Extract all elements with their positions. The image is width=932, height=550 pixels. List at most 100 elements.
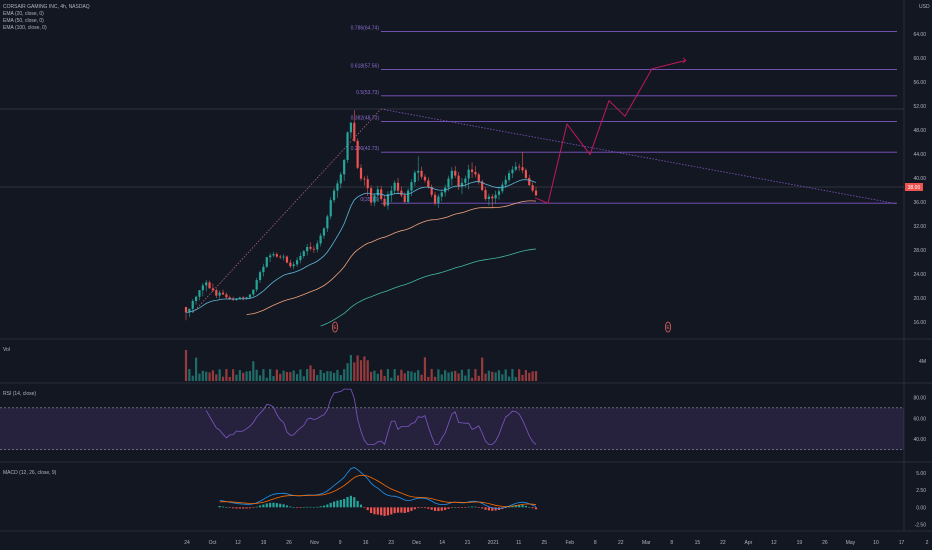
time-tick-label: Nov [310,540,319,546]
candle-body [255,280,258,290]
macd-histogram-bar [531,507,534,509]
macd-histogram-bar [336,500,339,508]
volume-bar [464,375,467,381]
volume-bar [403,373,406,381]
macd-histogram-bar [514,505,517,508]
volume-bar [292,370,295,381]
volume-bar [447,372,450,381]
macd-histogram-bar [248,507,252,509]
volume-bar [369,371,373,381]
time-tick-label: 25 [541,540,547,546]
macd-histogram-bar [450,507,453,508]
candle-body [346,132,349,160]
time-tick-label: 19 [261,540,267,546]
time-tick-label: Dec [412,540,421,546]
macd-histogram-bar [295,507,299,508]
macd-histogram-bar [272,502,275,508]
candle-body [511,169,514,174]
candle-body [211,288,215,291]
candle-body [491,196,494,199]
candle-body [295,260,299,265]
candle-body [302,251,305,256]
time-tick-label: 2 [926,540,929,546]
candle-body [336,183,339,191]
volume-bar [454,370,457,381]
volume-bar [511,369,514,381]
volume-bar [289,372,292,381]
volume-bar [242,372,245,381]
volume-bar [376,373,379,381]
macd-histogram-bar [359,504,363,508]
candle-body [218,292,221,296]
volume-bar [430,369,433,381]
macd-tick-label: 2.50 [916,488,926,494]
candle-body [528,178,531,186]
macd-histogram-bar [433,507,437,511]
candle-body [420,170,423,177]
macd-histogram-bar [467,506,470,508]
macd-histogram-bar [430,507,433,510]
macd-histogram-bar [329,502,332,508]
macd-histogram-bar [232,507,235,509]
last-price-badge [905,183,923,191]
time-tick-label: Oct [209,540,217,546]
macd-histogram-bar [292,507,295,508]
volume-bar [262,369,265,381]
projection-path [534,59,687,204]
volume-bar [494,372,497,381]
macd-histogram-bar [245,507,248,509]
candle-body [326,216,329,229]
volume-bar [322,373,326,381]
volume-bar [531,371,534,381]
candle-body [507,173,511,180]
ema-100-line [320,248,537,327]
candle-body [275,254,278,257]
candle-body [386,194,390,206]
earnings-marker-label: E [666,325,670,331]
volume-bar [269,369,272,381]
macd-histogram-bar [225,507,228,508]
candle-body [319,235,322,244]
candle-body [413,172,416,183]
macd-histogram-bar [302,507,305,508]
candle-body [188,308,191,313]
macd-tick-label: 5.00 [916,471,926,477]
macd-histogram-bar [228,507,231,508]
volume-bar [201,370,204,381]
candle-body [450,170,453,179]
candle-body [262,266,265,273]
price-tick-label: 20.00 [913,296,926,302]
candle-body [518,166,521,168]
macd-histogram-bar [460,507,464,508]
macd-histogram-bar [363,507,366,508]
volume-bar [470,377,474,381]
macd-histogram-bar [386,507,390,516]
macd-histogram-bar [410,507,413,511]
candle-body [198,290,201,297]
ema-50-line [246,200,537,315]
volume-bar [380,369,383,381]
macd-histogram-bar [356,500,359,508]
candle-body [457,175,460,187]
macd-tick-label: 0.00 [916,505,926,511]
time-tick-label: 19 [797,540,803,546]
candle-body [245,297,248,299]
macd-histogram-bar [269,502,272,508]
legend-ema-20: EMA (20, close, 0) [3,11,44,17]
candle-body [474,172,477,175]
candle-body [494,194,497,199]
candle-body [407,190,410,202]
volume-bar [407,370,410,381]
earnings-marker [331,321,338,333]
legend-ema-50: EMA (50, close, 0) [3,18,44,24]
legend-ema-100: EMA (100, close, 0) [3,25,47,31]
volume-bar [396,375,400,381]
volume-bar [215,374,218,381]
volume-bar [339,375,342,381]
last-price-label: 38.00 [908,185,921,191]
candle-body [248,294,252,298]
candle-body [396,182,400,191]
volume-bar [302,376,305,381]
volume-bar [497,370,501,381]
